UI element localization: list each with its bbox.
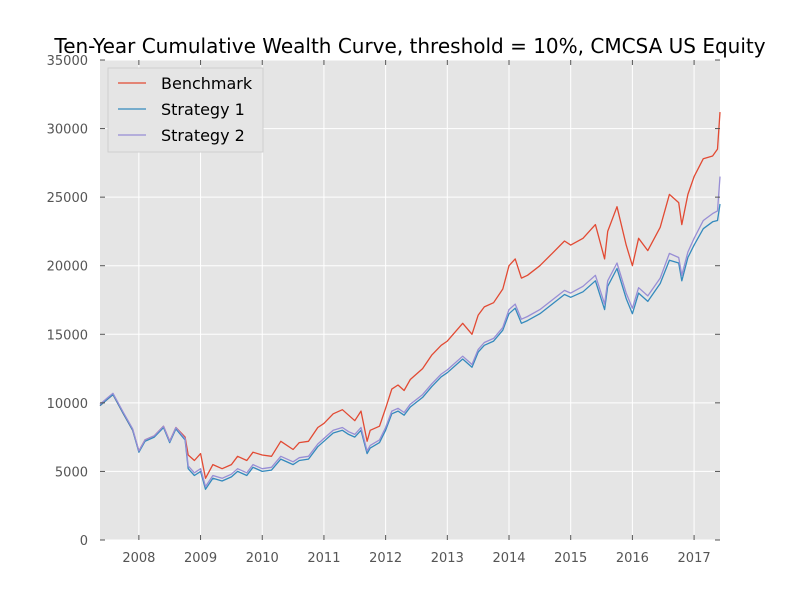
- legend-label-strategy-1: Strategy 1: [161, 100, 245, 119]
- series-lines: [99, 112, 721, 490]
- x-tick-label: 2013: [431, 551, 464, 566]
- legend-label-strategy-2: Strategy 2: [161, 126, 245, 145]
- y-tick-label: 15000: [47, 328, 88, 343]
- x-tick-label: 2016: [616, 551, 649, 566]
- series-line-strategy-1: [99, 203, 721, 490]
- series-line-strategy-2: [99, 176, 721, 488]
- x-tick-label: 2014: [492, 551, 525, 566]
- y-tick-label: 5000: [55, 465, 88, 480]
- x-tick-label: 2011: [307, 551, 340, 566]
- x-tick-label: 2008: [122, 551, 155, 566]
- x-tick-label: 2012: [369, 551, 402, 566]
- legend-label-benchmark: Benchmark: [161, 74, 253, 93]
- legend-box: [107, 67, 264, 153]
- chart-title: Ten-Year Cumulative Wealth Curve, thresh…: [53, 34, 765, 58]
- y-tick-label: 0: [80, 534, 88, 549]
- x-tick-label: 2017: [678, 551, 711, 566]
- y-tick-label: 25000: [47, 191, 88, 206]
- axis-ticks: 2008 2009 2010 2011 2012 2013 2014 2015 2016 2017…: [47, 54, 720, 566]
- legend: Benchmark Strategy 1 Strategy 2: [107, 67, 264, 153]
- x-tick-label: 2015: [554, 551, 587, 566]
- y-tick-label: 35000: [47, 54, 88, 69]
- x-tick-label: 2010: [246, 551, 279, 566]
- x-tick-label: 2009: [184, 551, 217, 566]
- y-tick-label: 20000: [47, 260, 88, 275]
- y-tick-label: 10000: [47, 397, 88, 412]
- series-line-benchmark: [99, 112, 721, 479]
- y-tick-label: 30000: [47, 123, 88, 138]
